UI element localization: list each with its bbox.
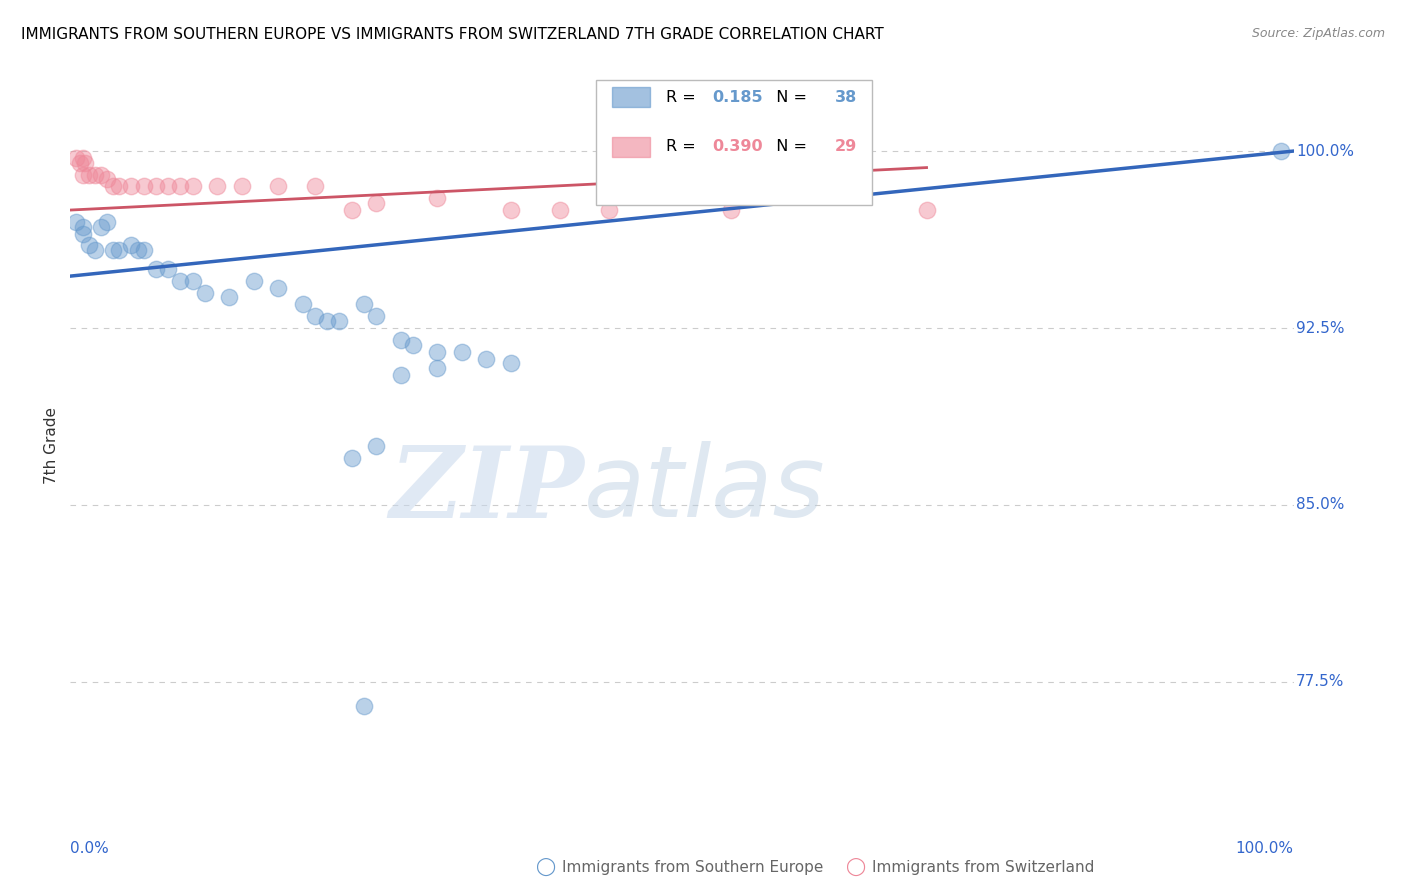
Point <box>304 179 326 194</box>
Text: 100.0%: 100.0% <box>1236 841 1294 856</box>
Point <box>145 262 167 277</box>
Text: ◯: ◯ <box>845 858 865 876</box>
Text: R =: R = <box>666 89 700 104</box>
Point <box>402 337 425 351</box>
Point <box>83 243 105 257</box>
Point <box>499 202 522 217</box>
Point <box>108 243 131 257</box>
Point <box>90 168 112 182</box>
Point <box>181 179 204 194</box>
Point <box>426 191 449 205</box>
Point <box>90 219 112 234</box>
Point <box>73 156 96 170</box>
Point <box>101 243 124 257</box>
Point <box>194 285 217 300</box>
Bar <box>612 136 650 157</box>
Point <box>121 238 143 252</box>
Point <box>96 172 118 186</box>
Bar <box>612 87 650 107</box>
Text: IMMIGRANTS FROM SOUTHERN EUROPE VS IMMIGRANTS FROM SWITZERLAND 7TH GRADE CORRELA: IMMIGRANTS FROM SOUTHERN EUROPE VS IMMIG… <box>21 27 884 42</box>
Point <box>65 215 87 229</box>
Point <box>145 179 167 194</box>
Point <box>366 310 388 324</box>
FancyBboxPatch shape <box>596 80 872 205</box>
Point <box>243 274 266 288</box>
Point <box>72 151 94 165</box>
Point <box>108 179 131 194</box>
Point <box>353 297 375 311</box>
Point <box>366 439 388 453</box>
Point <box>205 179 228 194</box>
Point <box>169 274 191 288</box>
Point <box>65 151 87 165</box>
Point <box>218 290 240 304</box>
Point <box>231 179 253 194</box>
Text: atlas: atlas <box>583 442 825 539</box>
Point <box>353 698 375 713</box>
Point <box>915 202 938 217</box>
Text: N =: N = <box>766 89 813 104</box>
Point <box>328 314 350 328</box>
Point <box>720 202 742 217</box>
Text: 0.185: 0.185 <box>713 89 763 104</box>
Point <box>426 344 449 359</box>
Text: 38: 38 <box>835 89 858 104</box>
Text: 29: 29 <box>835 139 858 154</box>
Point <box>72 227 94 241</box>
Text: R =: R = <box>666 139 700 154</box>
Point <box>132 179 155 194</box>
Point <box>267 281 290 295</box>
Text: Immigrants from Southern Europe: Immigrants from Southern Europe <box>562 860 824 874</box>
Point <box>83 168 105 182</box>
Point <box>181 274 204 288</box>
Point <box>121 179 143 194</box>
Point <box>72 168 94 182</box>
Point <box>389 368 412 383</box>
Y-axis label: 7th Grade: 7th Grade <box>44 408 59 484</box>
Text: ◯: ◯ <box>536 858 555 876</box>
Point <box>389 333 412 347</box>
Point <box>340 202 363 217</box>
Point <box>132 243 155 257</box>
Text: 77.5%: 77.5% <box>1296 674 1344 690</box>
Point <box>157 262 180 277</box>
Text: 85.0%: 85.0% <box>1296 498 1344 513</box>
Point <box>291 297 314 311</box>
Point <box>499 356 522 370</box>
Text: 0.0%: 0.0% <box>70 841 110 856</box>
Point <box>548 202 571 217</box>
Point <box>77 238 100 252</box>
Point <box>475 351 498 366</box>
Text: ZIP: ZIP <box>389 442 583 538</box>
Point <box>169 179 191 194</box>
Point <box>598 202 620 217</box>
Point <box>316 314 339 328</box>
Point <box>450 344 472 359</box>
Point <box>72 219 94 234</box>
Point <box>77 168 100 182</box>
Point <box>426 361 449 376</box>
Point <box>69 156 91 170</box>
Point <box>340 450 363 465</box>
Text: Immigrants from Switzerland: Immigrants from Switzerland <box>872 860 1094 874</box>
Text: 100.0%: 100.0% <box>1296 144 1354 159</box>
Text: Source: ZipAtlas.com: Source: ZipAtlas.com <box>1251 27 1385 40</box>
Point <box>101 179 124 194</box>
Point <box>157 179 180 194</box>
Point <box>1270 144 1292 158</box>
Point <box>304 310 326 324</box>
Text: 92.5%: 92.5% <box>1296 320 1344 335</box>
Point <box>366 196 388 211</box>
Point <box>127 243 149 257</box>
Text: 0.390: 0.390 <box>713 139 763 154</box>
Point <box>267 179 290 194</box>
Point <box>96 215 118 229</box>
Text: N =: N = <box>766 139 813 154</box>
